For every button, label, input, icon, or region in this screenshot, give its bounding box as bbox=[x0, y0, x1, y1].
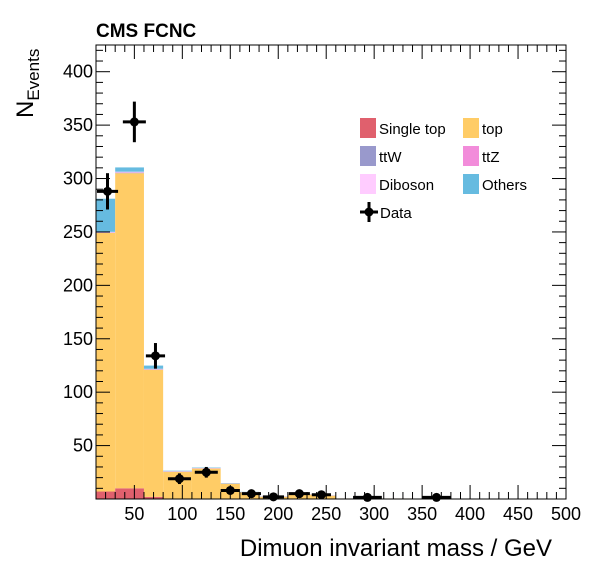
y-axis-title-sub: Events bbox=[24, 49, 43, 101]
data-point-marker bbox=[174, 474, 184, 484]
legend-data-marker bbox=[364, 207, 374, 217]
data-point-marker bbox=[129, 117, 139, 127]
bar-others bbox=[143, 365, 164, 369]
data-point-marker bbox=[268, 492, 278, 502]
x-tick-label: 300 bbox=[359, 504, 389, 524]
data-point-marker bbox=[246, 489, 256, 499]
bar-others bbox=[96, 198, 116, 232]
legend-swatch bbox=[360, 118, 376, 138]
legend-label: Others bbox=[482, 177, 527, 194]
y-axis-title: NEvents bbox=[12, 49, 43, 118]
y-tick-label: 250 bbox=[63, 222, 93, 242]
legend-label: ttZ bbox=[482, 149, 500, 166]
data-point bbox=[96, 173, 119, 210]
bar-top bbox=[143, 369, 164, 497]
legend-label: top bbox=[482, 121, 503, 138]
y-tick-label: 300 bbox=[63, 169, 93, 189]
bar-ttw bbox=[115, 172, 144, 174]
bar-others bbox=[115, 167, 144, 172]
y-tick-label: 400 bbox=[63, 62, 93, 82]
data-point-marker bbox=[362, 492, 372, 502]
data-point bbox=[353, 492, 382, 502]
data-point bbox=[422, 492, 451, 502]
x-tick-label: 450 bbox=[503, 504, 533, 524]
legend-label: Data bbox=[380, 205, 412, 222]
data-point bbox=[122, 101, 146, 143]
data-point-marker bbox=[294, 489, 304, 499]
legend-item: Diboson bbox=[360, 174, 434, 194]
legend-label: Diboson bbox=[379, 177, 434, 194]
bar-single-top bbox=[115, 488, 144, 499]
legend-item: ttZ bbox=[463, 146, 500, 166]
x-tick-label: 50 bbox=[124, 504, 144, 524]
x-axis-title: Dimuon invariant mass / GeV bbox=[240, 535, 552, 562]
chart-title: CMS FCNC bbox=[96, 21, 197, 42]
data-point bbox=[194, 466, 218, 478]
bar-diboson bbox=[115, 171, 144, 173]
x-tick-label: 250 bbox=[311, 504, 341, 524]
y-tick-label: 50 bbox=[73, 436, 93, 456]
legend-item: Single top bbox=[360, 118, 446, 138]
legend-swatch bbox=[463, 146, 479, 166]
legend: Single top top ttW ttZ Diboson Others Data bbox=[360, 118, 527, 222]
data-point bbox=[167, 473, 191, 485]
plot-frame bbox=[95, 44, 567, 500]
data-point-marker bbox=[432, 492, 442, 502]
x-tick-label: 150 bbox=[215, 504, 245, 524]
legend-item: Others bbox=[463, 174, 527, 194]
data-point-marker bbox=[201, 467, 211, 477]
histogram-bars bbox=[96, 167, 471, 499]
svg-text:NEvents: NEvents bbox=[12, 49, 43, 118]
legend-item: top bbox=[463, 118, 503, 138]
data-point bbox=[262, 492, 284, 502]
axis-ticks: 50 100 150 200 250 300 350 400 450 500 50 100 150 200… bbox=[63, 45, 581, 524]
legend-item: ttW bbox=[360, 146, 402, 166]
y-tick-label: 350 bbox=[63, 115, 93, 135]
data-point-marker bbox=[316, 490, 326, 500]
legend-item-data: Data bbox=[360, 202, 412, 222]
x-tick-label: 200 bbox=[263, 504, 293, 524]
bar-top bbox=[115, 173, 144, 489]
legend-swatch bbox=[463, 118, 479, 138]
data-point-marker bbox=[150, 351, 160, 361]
legend-label: ttW bbox=[379, 149, 402, 166]
x-tick-label: 400 bbox=[455, 504, 485, 524]
x-tick-label: 350 bbox=[407, 504, 437, 524]
x-tick-label: 100 bbox=[167, 504, 197, 524]
bar-top bbox=[96, 233, 116, 492]
y-axis-title-main: N bbox=[12, 101, 39, 118]
legend-swatch bbox=[360, 174, 376, 194]
x-tick-label: 500 bbox=[551, 504, 581, 524]
data-point bbox=[145, 343, 166, 369]
legend-swatch bbox=[463, 174, 479, 194]
y-tick-label: 200 bbox=[63, 275, 93, 295]
y-tick-label: 100 bbox=[63, 382, 93, 402]
y-tick-label: 150 bbox=[63, 329, 93, 349]
legend-label: Single top bbox=[379, 121, 446, 138]
data-point-marker bbox=[103, 186, 113, 196]
legend-swatch bbox=[360, 146, 376, 166]
data-point bbox=[311, 490, 331, 500]
